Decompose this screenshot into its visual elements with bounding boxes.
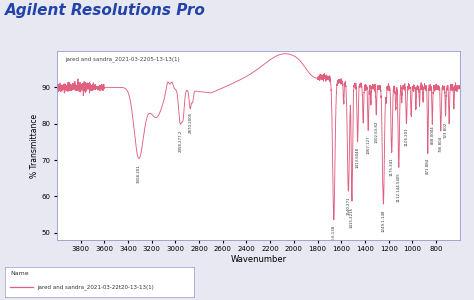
X-axis label: Wavenumber: Wavenumber [230, 255, 286, 264]
Text: jared and sandra_2021-03-22t20-13-13(1): jared and sandra_2021-03-22t20-13-13(1) [37, 285, 154, 290]
Text: 871.884: 871.884 [426, 158, 430, 174]
Y-axis label: % Transmittance: % Transmittance [30, 113, 39, 178]
Text: 1302.63.82: 1302.63.82 [374, 121, 378, 143]
Text: 1413.6048: 1413.6048 [356, 147, 360, 168]
Text: 1106.201: 1106.201 [404, 127, 409, 146]
Text: Name: Name [10, 271, 29, 276]
Text: 1112.144.5405: 1112.144.5405 [397, 172, 401, 202]
Text: 1415.2215: 1415.2215 [350, 207, 354, 228]
Text: 1367.127: 1367.127 [366, 136, 370, 154]
Text: 723.802: 723.802 [444, 122, 447, 138]
Text: 1603.6.138: 1603.6.138 [332, 225, 336, 248]
Text: Agilent Resolutions Pro: Agilent Resolutions Pro [5, 3, 206, 18]
Text: 838.0004: 838.0004 [430, 125, 435, 144]
Text: 1175.341: 1175.341 [390, 158, 393, 176]
Text: jared and sandra_2021-03-2205-13-13(1): jared and sandra_2021-03-2205-13-13(1) [65, 57, 180, 62]
Text: 2958.277.2: 2958.277.2 [178, 130, 182, 152]
Text: 1249.1.148: 1249.1.148 [382, 209, 385, 232]
Text: 736.804: 736.804 [439, 136, 443, 152]
Text: 2870.2005: 2870.2005 [189, 112, 193, 134]
Text: 3308.201: 3308.201 [137, 164, 141, 183]
Text: 1540.271: 1540.271 [346, 196, 350, 215]
